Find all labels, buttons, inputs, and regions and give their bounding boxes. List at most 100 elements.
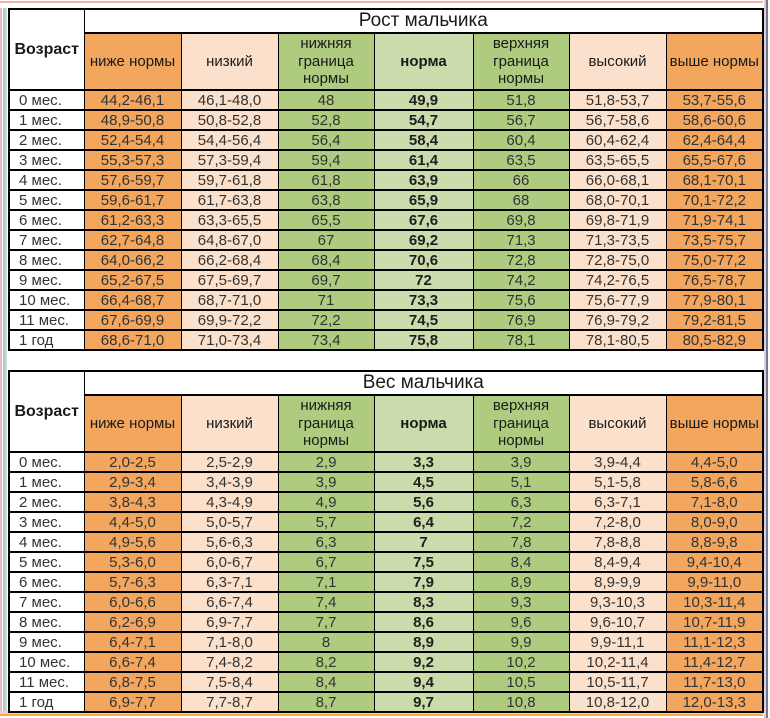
- col-header-high: высокий: [568, 394, 667, 453]
- value-cell: 10,8: [472, 691, 570, 713]
- age-column-header: Возраст: [8, 370, 85, 453]
- col-header-below-norm: ниже нормы: [83, 394, 182, 453]
- value-cell: 7,8: [472, 531, 570, 553]
- value-cell: 53,7-55,6: [665, 89, 764, 111]
- value-cell: 2,0-2,5: [83, 451, 182, 473]
- table-row: 11 мес. 6,8-7,5 7,5-8,4 8,4 9,4 10,5 10,5-11,7…: [8, 671, 764, 693]
- value-cell: 10,3-11,4: [665, 591, 764, 613]
- value-cell: 74,5: [373, 309, 474, 331]
- value-cell: 73,4: [277, 329, 375, 351]
- boys-height-table: Возраст Рост мальчика ниже нормы низкий …: [8, 8, 765, 351]
- value-cell: 66,2-68,4: [180, 249, 279, 271]
- value-cell: 69,2: [373, 229, 474, 251]
- value-cell: 6,0-6,6: [83, 591, 182, 613]
- age-cell: 3 мес.: [8, 149, 85, 171]
- value-cell: 75,8: [373, 329, 474, 351]
- table-row: 7 мес. 6,0-6,6 6,6-7,4 7,4 8,3 9,3 9,3-10,3 10,…: [8, 591, 764, 613]
- value-cell: 74,2: [472, 269, 570, 291]
- sheet-edge-left: [0, 0, 8, 718]
- age-cell: 9 мес.: [8, 631, 85, 653]
- value-cell: 11,4-12,7: [665, 651, 764, 673]
- value-cell: 44,2-46,1: [83, 89, 182, 111]
- value-cell: 10,8-12,0: [568, 691, 667, 713]
- age-cell: 11 мес.: [8, 671, 85, 693]
- value-cell: 8,9: [373, 631, 474, 653]
- height-table-container: Возраст Рост мальчика ниже нормы низкий …: [8, 8, 765, 351]
- value-cell: 65,5: [277, 209, 375, 231]
- value-cell: 11,7-13,0: [665, 671, 764, 693]
- value-cell: 4,4-5,0: [83, 511, 182, 533]
- age-cell: 0 мес.: [8, 89, 85, 111]
- value-cell: 75,6: [472, 289, 570, 311]
- col-header-upper-bound: верхняя граница нормы: [472, 32, 570, 91]
- value-cell: 6,7: [277, 551, 375, 573]
- value-cell: 58,4: [373, 129, 474, 151]
- value-cell: 73,3: [373, 289, 474, 311]
- value-cell: 69,7: [277, 269, 375, 291]
- value-cell: 8,3: [373, 591, 474, 613]
- value-cell: 5,8-6,6: [665, 471, 764, 493]
- value-cell: 63,9: [373, 169, 474, 191]
- value-cell: 7,5: [373, 551, 474, 573]
- value-cell: 78,1-80,5: [568, 329, 667, 351]
- age-cell: 10 мес.: [8, 651, 85, 673]
- value-cell: 7,1: [277, 571, 375, 593]
- value-cell: 7,1-8,0: [665, 491, 764, 513]
- value-cell: 6,6-7,4: [83, 651, 182, 673]
- value-cell: 8,4: [277, 671, 375, 693]
- age-cell: 8 мес.: [8, 249, 85, 271]
- value-cell: 3,9: [472, 451, 570, 473]
- value-cell: 64,8-67,0: [180, 229, 279, 251]
- table-row: 7 мес. 62,7-64,8 64,8-67,0 67 69,2 71,3 71,3-7…: [8, 229, 764, 251]
- table-row: 5 мес. 5,3-6,0 6,0-6,7 6,7 7,5 8,4 8,4-9,4 9,4-…: [8, 551, 764, 573]
- value-cell: 9,9: [472, 631, 570, 653]
- table-row: 4 мес. 57,6-59,7 59,7-61,8 61,8 63,9 66 66,0-6…: [8, 169, 764, 191]
- col-header-high: высокий: [568, 32, 667, 91]
- title-row: Возраст Рост мальчика: [8, 8, 764, 91]
- value-cell: 76,9-79,2: [568, 309, 667, 331]
- table-row: 6 мес. 61,2-63,3 63,3-65,5 65,5 67,6 69,8 69,8…: [8, 209, 764, 231]
- age-column-header: Возраст: [8, 8, 85, 91]
- table-row: 1 мес. 48,9-50,8 50,8-52,8 52,8 54,7 56,7 56,7…: [8, 109, 764, 131]
- value-cell: 71,3: [472, 229, 570, 251]
- value-cell: 79,2-81,5: [665, 309, 764, 331]
- value-cell: 51,8-53,7: [568, 89, 667, 111]
- value-cell: 74,2-76,5: [568, 269, 667, 291]
- value-cell: 72,2: [277, 309, 375, 331]
- value-cell: 9,3: [472, 591, 570, 613]
- value-cell: 63,5-65,5: [568, 149, 667, 171]
- value-cell: 61,8: [277, 169, 375, 191]
- table-row: 3 мес. 4,4-5,0 5,0-5,7 5,7 6,4 7,2 7,2-8,0 8,0-…: [8, 511, 764, 533]
- value-cell: 4,3-4,9: [180, 491, 279, 513]
- age-cell: 6 мес.: [8, 571, 85, 593]
- value-cell: 7,4: [277, 591, 375, 613]
- table-row: 0 мес. 2,0-2,5 2,5-2,9 2,9 3,3 3,9 3,9-4,4 4,4-…: [8, 451, 764, 473]
- value-cell: 3,3: [373, 451, 474, 473]
- value-cell: 63,3-65,5: [180, 209, 279, 231]
- table-row: 3 мес. 55,3-57,3 57,3-59,4 59,4 61,4 63,5 63,5…: [8, 149, 764, 171]
- value-cell: 54,4-56,4: [180, 129, 279, 151]
- value-cell: 7,1-8,0: [180, 631, 279, 653]
- age-cell: 8 мес.: [8, 611, 85, 633]
- table-row: 1 мес. 2,9-3,4 3,4-3,9 3,9 4,5 5,1 5,1-5,8 5,8-…: [8, 471, 764, 493]
- value-cell: 7,2: [472, 511, 570, 533]
- value-cell: 72,8: [472, 249, 570, 271]
- value-cell: 61,7-63,8: [180, 189, 279, 211]
- table-row: 5 мес. 59,6-61,7 61,7-63,8 63,8 65,9 68 68,0-7…: [8, 189, 764, 211]
- sheet-edge-bottom: [0, 711, 770, 718]
- value-cell: 6,0-6,7: [180, 551, 279, 573]
- title-row: Возраст Вес мальчика: [8, 370, 764, 453]
- value-cell: 76,5-78,7: [665, 269, 764, 291]
- value-cell: 63,5: [472, 149, 570, 171]
- value-cell: 8,2: [277, 651, 375, 673]
- value-cell: 7,7: [277, 611, 375, 633]
- value-cell: 6,9-7,7: [83, 691, 182, 713]
- age-cell: 1 мес.: [8, 109, 85, 131]
- value-cell: 48,9-50,8: [83, 109, 182, 131]
- value-cell: 6,4: [373, 511, 474, 533]
- table-title: Рост мальчика: [83, 8, 764, 34]
- value-cell: 69,8: [472, 209, 570, 231]
- age-cell: 7 мес.: [8, 591, 85, 613]
- age-cell: 1 год: [8, 691, 85, 713]
- value-cell: 9,6-10,7: [568, 611, 667, 633]
